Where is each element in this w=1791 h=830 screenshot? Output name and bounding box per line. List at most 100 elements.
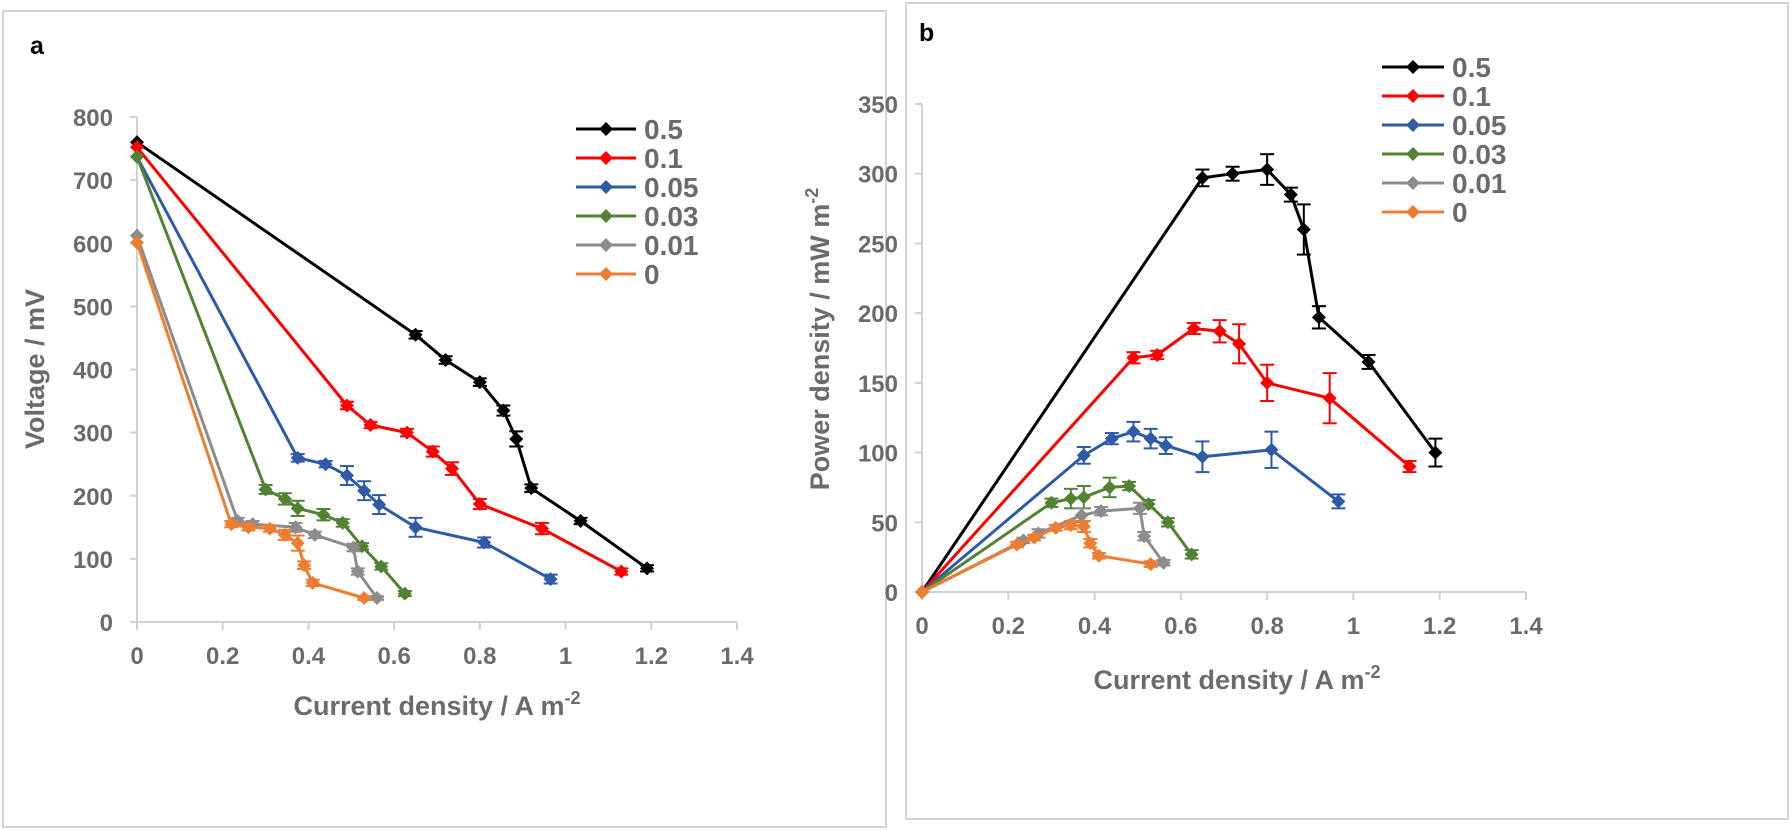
data-point-marker — [408, 520, 423, 535]
x-tick-label: 0 — [915, 613, 928, 640]
x-axis-label-superscript: -2 — [1365, 662, 1381, 682]
y-tick-label: 400 — [73, 358, 113, 385]
series-0-05 — [130, 149, 558, 587]
data-point-marker — [1048, 520, 1063, 535]
x-tick-label: 1 — [1347, 613, 1360, 640]
series-line — [135, 242, 365, 600]
data-point-marker — [1009, 537, 1024, 552]
data-point-marker — [297, 558, 312, 573]
y-tick-label: 100 — [73, 547, 113, 574]
data-point-marker — [1143, 557, 1158, 572]
data-point-marker — [346, 540, 361, 555]
data-point-marker — [1225, 166, 1240, 181]
data-point-marker — [258, 482, 273, 497]
x-tick-label: 0.4 — [292, 643, 326, 670]
legend-marker — [599, 267, 613, 281]
x-tick-label: 0.6 — [1164, 613, 1197, 640]
data-point-marker — [1076, 448, 1091, 463]
data-point-marker — [496, 403, 511, 418]
y-tick-label: 200 — [858, 301, 898, 328]
x-axis-label-superscript: -2 — [565, 688, 581, 708]
data-point-marker — [318, 457, 333, 472]
data-point-marker — [370, 591, 384, 606]
data-point-marker — [130, 140, 144, 155]
data-point-marker — [445, 461, 459, 476]
data-point-marker — [397, 586, 412, 601]
x-tick-label: 0.8 — [1250, 613, 1283, 640]
legend-marker — [599, 151, 613, 165]
data-point-marker — [640, 561, 654, 576]
data-point-marker — [357, 483, 372, 498]
series-0-03 — [915, 476, 1199, 599]
data-point-marker — [1102, 480, 1117, 495]
data-point-marker — [305, 575, 320, 590]
legend-label: 0.03 — [644, 201, 699, 232]
series-0-5 — [915, 153, 1443, 599]
data-point-marker — [340, 398, 354, 413]
data-point-marker — [915, 585, 929, 599]
x-tick-label: 0 — [130, 643, 143, 670]
data-point-marker — [316, 507, 331, 522]
data-point-marker — [535, 521, 549, 536]
chart-panel-b: b 0 0.2 0.4 0.6 0.8 1 1.2 1.4 0 50 100 150 200 250 300 3… — [802, 2, 1789, 820]
data-point-marker — [425, 444, 440, 459]
legend-label: 0.05 — [1452, 110, 1507, 141]
y-tick-label: 100 — [858, 441, 898, 468]
x-tick-label: 1.4 — [720, 643, 754, 670]
data-point-marker — [1195, 170, 1210, 185]
data-point-marker — [372, 497, 387, 512]
data-point-marker — [1063, 491, 1078, 506]
data-point-marker — [1195, 449, 1210, 464]
legend-marker — [1406, 118, 1420, 132]
data-point-marker — [1126, 424, 1141, 439]
data-point-marker — [288, 520, 303, 535]
legend-label: 0.1 — [1452, 81, 1491, 112]
data-point-marker — [1158, 438, 1173, 453]
data-point-marker — [524, 481, 539, 496]
data-point-marker — [335, 515, 350, 530]
data-point-marker — [1074, 508, 1089, 523]
data-point-marker — [1322, 391, 1337, 406]
legend-label: 0.01 — [644, 230, 699, 261]
data-point-marker — [477, 535, 492, 550]
y-tick-label: 200 — [73, 484, 113, 511]
data-point-marker — [1232, 336, 1247, 351]
data-point-marker — [357, 591, 372, 606]
panel-label: a — [30, 32, 45, 60]
data-point-marker — [1027, 530, 1042, 545]
x-tick-label: 0.2 — [992, 613, 1025, 640]
series-0-01 — [915, 501, 1171, 599]
series-0-05 — [915, 420, 1346, 599]
y-tick-label: 150 — [858, 371, 898, 398]
data-point-marker — [1076, 519, 1091, 534]
legend-marker — [1406, 89, 1420, 103]
y-tick-label: 300 — [73, 421, 113, 448]
voltage-chart: a 0 0.2 0.4 0.6 0.8 1 1.2 1.4 0 100 200 300 400 500 600… — [20, 32, 754, 721]
legend-label: 0 — [644, 259, 660, 290]
y-axis-label-superscript: -2 — [802, 188, 822, 204]
series-0-5 — [130, 135, 654, 576]
data-point-marker — [290, 450, 305, 465]
data-point-marker — [1104, 431, 1119, 446]
series-0-1 — [130, 140, 629, 579]
legend-label: 0 — [1452, 197, 1468, 228]
data-point-marker — [1296, 222, 1311, 237]
data-point-marker — [1361, 354, 1376, 369]
legend-marker — [1406, 176, 1420, 190]
chart-panel-a: a 0 0.2 0.4 0.6 0.8 1 1.2 1.4 0 100 200 300 400 500 600… — [2, 10, 887, 828]
data-point-marker — [1076, 490, 1091, 505]
data-point-marker — [290, 536, 305, 551]
legend-label: 0.1 — [644, 143, 683, 174]
y-axis-label: Power density / mW m-2 — [802, 188, 835, 491]
data-point-marker — [277, 491, 292, 506]
x-tick-label: 1.2 — [635, 643, 668, 670]
series-line — [135, 235, 379, 599]
data-point-marker — [1063, 518, 1078, 533]
data-point-marker — [1311, 310, 1326, 325]
data-point-marker — [1091, 548, 1106, 563]
data-point-marker — [350, 564, 365, 579]
series-0-1 — [915, 319, 1417, 599]
data-point-marker — [1402, 459, 1417, 474]
data-point-marker — [262, 521, 277, 536]
series-line — [921, 430, 1340, 594]
